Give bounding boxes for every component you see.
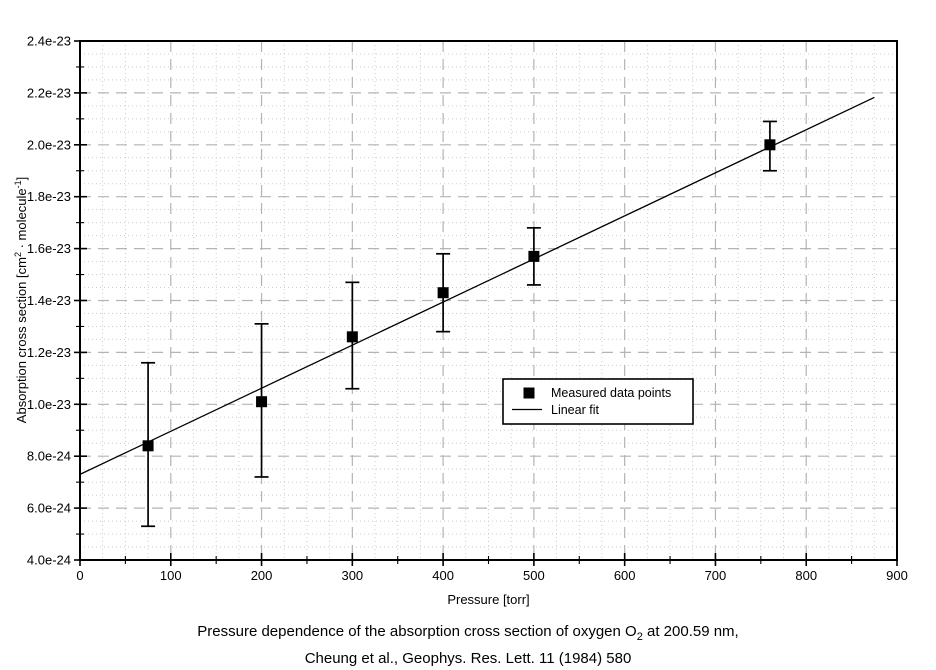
legend-box	[502, 378, 694, 425]
data-point-marker	[256, 396, 268, 408]
x-axis-tick-label: 400	[432, 568, 454, 583]
y-axis-tick-label: 2.0e-23	[27, 137, 71, 152]
y-axis-tick-label: 6.0e-24	[27, 501, 71, 516]
y-axis-tick-label: 1.8e-23	[27, 189, 71, 204]
linear-fit-line	[79, 96, 875, 475]
x-axis-tick-label: 100	[160, 568, 182, 583]
y-axis-title-mid: · molecule	[14, 188, 30, 253]
x-axis-tick-label: 0	[76, 568, 83, 583]
data-point-marker	[346, 331, 358, 343]
y-axis-title-suffix: ]	[14, 176, 30, 181]
x-axis-tick-label: 900	[886, 568, 908, 583]
legend-label-linear-fit: Linear fit	[551, 403, 599, 417]
y-axis-title-sup-2: 2	[12, 252, 23, 258]
x-axis-title-text: Pressure [torr]	[447, 592, 530, 607]
caption-line-2: Cheung et al., Geophys. Res. Lett. 11 (1…	[304, 650, 632, 667]
y-axis-title-text: Absorption cross section [cm	[14, 257, 30, 424]
data-point-marker	[142, 440, 154, 452]
x-axis-tick-label: 800	[795, 568, 817, 583]
caption-line-1: Pressure dependence of the absorption cr…	[0, 621, 936, 648]
x-axis-title: Pressure [torr]	[80, 592, 897, 607]
y-axis-tick-label: 1.0e-23	[27, 397, 71, 412]
x-axis-tick-label: 500	[523, 568, 545, 583]
y-axis-tick-label: 8.0e-24	[27, 449, 71, 464]
data-point-marker	[528, 250, 540, 262]
x-axis-tick-label: 200	[251, 568, 273, 583]
y-axis-tick-label: 2.2e-23	[27, 85, 71, 100]
caption-o2-subscript: 2	[636, 631, 643, 643]
y-axis-tick-label: 4.0e-24	[27, 553, 71, 568]
y-axis-tick-label: 2.4e-23	[27, 34, 71, 49]
legend-marker-square	[523, 387, 535, 399]
caption-line-1-suffix: at 200.59 nm,	[642, 623, 739, 640]
y-axis-tick-label: 1.4e-23	[27, 293, 71, 308]
y-axis-tick-label: 1.6e-23	[27, 241, 71, 256]
data-point-marker	[437, 287, 449, 299]
y-axis-title-sup-minus1: -1	[12, 180, 23, 189]
data-point-marker	[764, 139, 776, 151]
x-axis-tick-label: 700	[705, 568, 727, 583]
y-axis-tick-label: 1.2e-23	[27, 345, 71, 360]
x-axis-tick-label: 300	[341, 568, 363, 583]
y-axis-title: Absorption cross section [cm2 · molecule…	[13, 177, 29, 423]
x-axis-tick-label: 600	[614, 568, 636, 583]
figure-caption: Pressure dependence of the absorption cr…	[0, 621, 936, 670]
caption-line-1-text: Pressure dependence of the absorption cr…	[197, 623, 637, 640]
chart-canvas: 0 100 200 300 400 500 600 700 800 900 4.0e-24 6.0e-…	[27, 34, 908, 584]
legend-label-measured-data-points: Measured data points	[551, 386, 671, 400]
